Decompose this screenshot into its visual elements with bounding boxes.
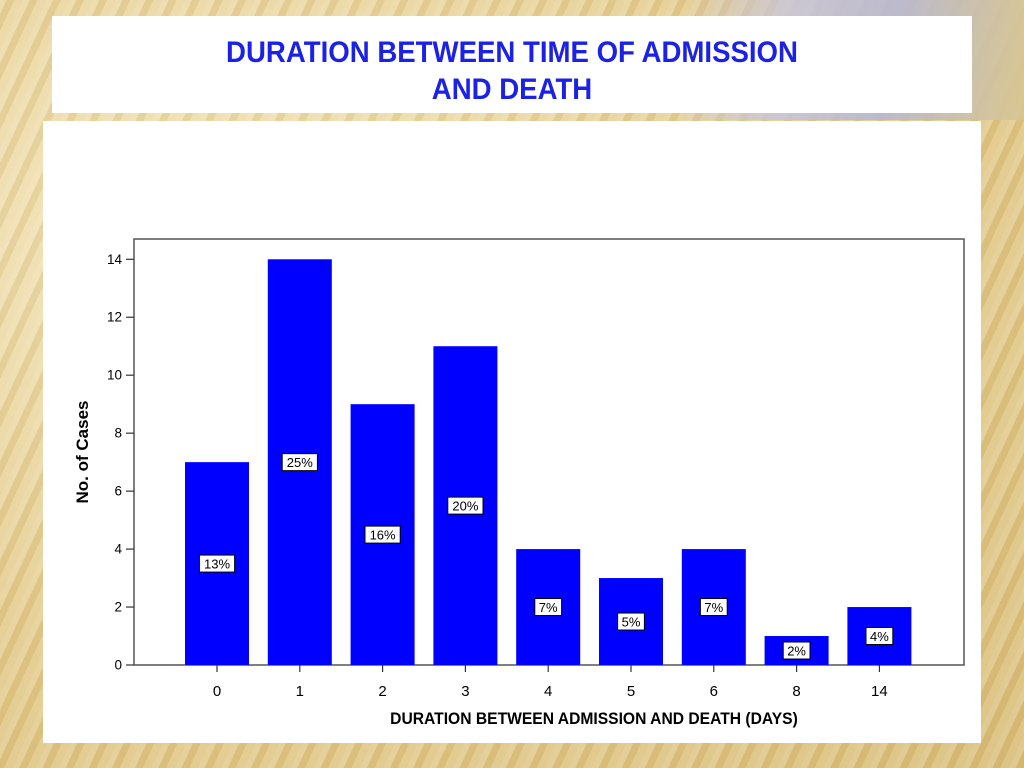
x-tick-label: 3: [461, 683, 469, 700]
data-label: 7%: [704, 600, 723, 615]
data-label: 5%: [622, 615, 641, 630]
data-label: 2%: [787, 644, 806, 659]
y-axis-label: No. of Cases: [73, 401, 92, 504]
data-label-box: [865, 627, 894, 646]
slide-title-line-1: DURATION BETWEEN TIME OF ADMISSION: [226, 36, 798, 69]
data-label: 20%: [452, 499, 478, 514]
data-label: 25%: [287, 455, 313, 470]
title-panel: DURATION BETWEEN TIME OF ADMISSION AND D…: [52, 16, 972, 113]
x-tick-label: 0: [213, 683, 221, 700]
y-tick-label: 2: [114, 600, 122, 615]
x-tick-label: 2: [378, 683, 386, 700]
bar-chart: 0 2 4 6 8 10 12 14 0 13% 1 25% 2 16% 3 20% 4 7% 5 5% 6 7% 8 2% 1…: [73, 238, 965, 728]
data-label-box: [699, 598, 728, 617]
y-tick-label: 6: [114, 484, 122, 499]
x-tick-label: 4: [544, 683, 552, 700]
y-tick-label: 4: [114, 542, 122, 557]
data-label: 13%: [204, 557, 230, 572]
slide-title-line-2: AND DEATH: [431, 73, 593, 106]
x-axis-label: DURATION BETWEEN ADMISSION AND DEATH (DA…: [390, 709, 798, 728]
x-tick-label: 8: [792, 683, 800, 700]
data-label: 7%: [539, 600, 558, 615]
data-label-box: [198, 554, 236, 573]
data-label-box: [281, 453, 318, 472]
x-tick-label: 14: [871, 683, 888, 700]
data-label: 16%: [370, 528, 396, 543]
x-tick-label: 1: [296, 683, 304, 700]
y-tick-label: 10: [107, 368, 122, 383]
y-tick-label: 0: [114, 658, 122, 673]
data-label-box: [364, 525, 401, 544]
data-label-box: [617, 612, 645, 631]
data-label-box: [782, 641, 811, 660]
x-tick-label: 6: [710, 683, 718, 700]
y-tick-label: 8: [114, 426, 122, 441]
plot-layer: 0 2 4 6 8 10 12 14 0 13% 1 25% 2 16% 3 20% 4 7% 5 5% 6 7% 8 2% 1…: [107, 238, 965, 700]
y-tick-label: 12: [107, 310, 122, 325]
y-tick-label: 14: [107, 252, 123, 267]
data-label: 4%: [870, 629, 889, 644]
chart-panel: 0 2 4 6 8 10 12 14 0 13% 1 25% 2 16% 3 20% 4 7% 5 5% 6 7% 8 2% 1…: [43, 121, 981, 743]
data-label-box: [534, 598, 563, 617]
slide-title: DURATION BETWEEN TIME OF ADMISSION AND D…: [89, 16, 935, 108]
x-tick-label: 5: [627, 683, 635, 700]
data-label-box: [447, 496, 484, 515]
